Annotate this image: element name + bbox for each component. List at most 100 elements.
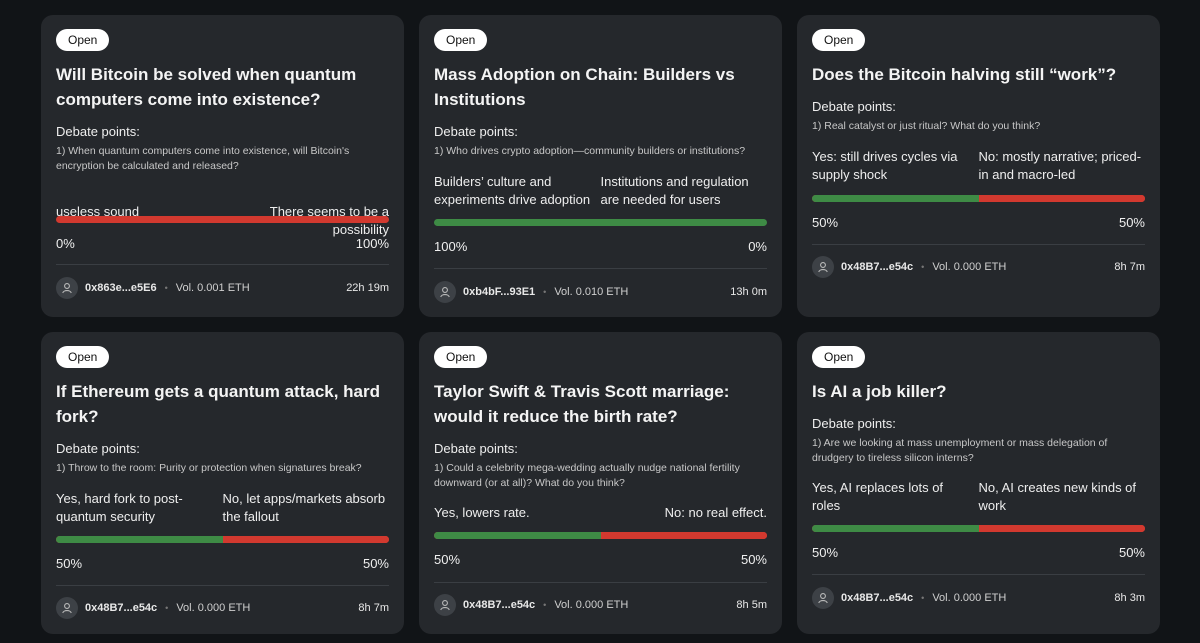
vote-options: Builders’ culture and experiments drive … xyxy=(434,173,767,209)
vote-percentages: 0% 100% xyxy=(56,236,389,251)
card-footer: 0x863e...e5E6 • Vol. 0.001 ETH 22h 19m xyxy=(56,277,389,299)
option-no[interactable]: There seems to be a possibility xyxy=(269,204,389,237)
debate-card[interactable]: Open Does the Bitcoin halving still “wor… xyxy=(797,15,1160,317)
volume: Vol. 0.000 ETH xyxy=(932,261,1007,273)
divider xyxy=(434,268,767,269)
vote-options: Yes: still drives cycles via supply shoc… xyxy=(812,148,1145,184)
author-address[interactable]: 0x48B7...e54c xyxy=(85,602,158,614)
yes-percent: 0% xyxy=(56,236,75,251)
option-no[interactable]: Institutions and regulation are needed f… xyxy=(600,174,749,207)
status-badge: Open xyxy=(434,29,488,51)
option-no[interactable]: No, let apps/markets absorb the fallout xyxy=(222,491,386,524)
author-address[interactable]: 0x48B7...e54c xyxy=(841,592,914,604)
vote-percentages: 50% 50% xyxy=(812,545,1145,560)
debate-points-label: Debate points: xyxy=(812,416,896,431)
card-footer: 0x48B7...e54c • Vol. 0.000 ETH 8h 7m xyxy=(812,256,1145,278)
card-title[interactable]: If Ethereum gets a quantum attack, hard … xyxy=(56,382,381,426)
author-address[interactable]: 0x863e...e5E6 xyxy=(85,282,157,294)
user-icon[interactable] xyxy=(56,277,78,299)
vote-options: Yes, hard fork to post-quantum security … xyxy=(56,490,389,526)
separator-dot: • xyxy=(543,600,547,610)
separator-dot: • xyxy=(543,287,547,297)
yes-percent: 100% xyxy=(434,239,468,254)
option-no[interactable]: No: mostly narrative; priced-in and macr… xyxy=(978,149,1142,182)
debate-card[interactable]: Open Is AI a job killer? Debate points: … xyxy=(797,332,1160,634)
debate-card[interactable]: Open If Ethereum gets a quantum attack, … xyxy=(41,332,404,634)
author-address[interactable]: 0x48B7...e54c xyxy=(841,261,914,273)
card-footer: 0x48B7...e54c • Vol. 0.000 ETH 8h 7m xyxy=(56,597,389,619)
time-left: 8h 7m xyxy=(358,602,389,614)
user-icon[interactable] xyxy=(434,594,456,616)
debate-points-text: 1) When quantum computers come into exis… xyxy=(56,145,350,172)
vote-bar-no xyxy=(222,536,389,543)
no-percent: 50% xyxy=(362,556,389,571)
user-icon[interactable] xyxy=(812,256,834,278)
volume: Vol. 0.010 ETH xyxy=(554,286,629,298)
vote-options: Yes, lowers rate. No: no real effect. xyxy=(434,504,767,522)
yes-percent: 50% xyxy=(812,545,839,560)
time-left: 8h 3m xyxy=(1114,592,1145,604)
status-badge: Open xyxy=(812,346,866,368)
debate-card[interactable]: Open Will Bitcoin be solved when quantum… xyxy=(41,15,404,317)
vote-percentages: 50% 50% xyxy=(434,552,767,567)
option-yes[interactable]: Yes: still drives cycles via supply shoc… xyxy=(812,149,958,182)
time-left: 8h 7m xyxy=(1114,261,1145,273)
debate-points-text: 1) Throw to the room: Purity or protecti… xyxy=(56,462,362,474)
time-left: 22h 19m xyxy=(346,282,389,294)
card-title[interactable]: Mass Adoption on Chain: Builders vs Inst… xyxy=(434,65,735,109)
debate-points-label: Debate points: xyxy=(434,124,518,139)
debate-points-text: 1) Are we looking at mass unemployment o… xyxy=(812,437,1108,464)
card-title[interactable]: Does the Bitcoin halving still “work”? xyxy=(812,65,1117,84)
option-yes[interactable]: Yes, AI replaces lots of roles xyxy=(812,480,944,513)
user-icon[interactable] xyxy=(56,597,78,619)
no-percent: 50% xyxy=(1118,545,1145,560)
option-yes[interactable]: Builders’ culture and experiments drive … xyxy=(434,174,591,207)
separator-dot: • xyxy=(164,283,168,293)
vote-percentages: 50% 50% xyxy=(812,215,1145,230)
yes-percent: 50% xyxy=(434,552,461,567)
debate-points-label: Debate points: xyxy=(812,99,896,114)
option-yes[interactable]: useless sound xyxy=(56,204,140,219)
debate-card[interactable]: Open Taylor Swift & Travis Scott marriag… xyxy=(419,332,782,634)
vote-bar xyxy=(812,195,1145,202)
vote-bar-yes xyxy=(434,532,601,539)
divider xyxy=(434,582,767,583)
status-badge: Open xyxy=(434,346,488,368)
yes-percent: 50% xyxy=(56,556,83,571)
time-left: 13h 0m xyxy=(730,286,767,298)
vote-bar-no xyxy=(56,216,389,223)
vote-bar-yes xyxy=(812,525,979,532)
user-icon[interactable] xyxy=(812,587,834,609)
vote-bar-no xyxy=(978,195,1145,202)
divider xyxy=(812,244,1145,245)
divider xyxy=(56,264,389,265)
volume: Vol. 0.000 ETH xyxy=(176,602,251,614)
vote-bar xyxy=(434,532,767,539)
option-no[interactable]: No, AI creates new kinds of work xyxy=(978,480,1137,513)
separator-dot: • xyxy=(921,593,925,603)
option-yes[interactable]: Yes, hard fork to post-quantum security xyxy=(56,491,183,524)
debate-card[interactable]: Open Mass Adoption on Chain: Builders vs… xyxy=(419,15,782,317)
vote-bar xyxy=(812,525,1145,532)
option-no[interactable]: No: no real effect. xyxy=(664,505,767,520)
debate-points-label: Debate points: xyxy=(434,441,518,456)
card-title[interactable]: Will Bitcoin be solved when quantum comp… xyxy=(56,65,357,109)
card-footer: 0xb4bF...93E1 • Vol. 0.010 ETH 13h 0m xyxy=(434,281,767,303)
no-percent: 0% xyxy=(748,239,767,254)
divider xyxy=(812,574,1145,575)
debate-points-label: Debate points: xyxy=(56,124,140,139)
vote-bar-yes xyxy=(434,219,767,226)
user-icon[interactable] xyxy=(434,281,456,303)
debate-points-text: 1) Real catalyst or just ritual? What do… xyxy=(812,120,1041,132)
no-percent: 50% xyxy=(1118,215,1145,230)
card-title[interactable]: Is AI a job killer? xyxy=(812,382,947,401)
author-address[interactable]: 0xb4bF...93E1 xyxy=(463,286,536,298)
no-percent: 100% xyxy=(355,236,389,251)
vote-bar-no xyxy=(978,525,1145,532)
option-yes[interactable]: Yes, lowers rate. xyxy=(434,505,530,520)
vote-bar xyxy=(56,216,389,223)
debate-points-label: Debate points: xyxy=(56,441,140,456)
divider xyxy=(56,585,389,586)
card-title[interactable]: Taylor Swift & Travis Scott marriage: wo… xyxy=(434,382,730,426)
author-address[interactable]: 0x48B7...e54c xyxy=(463,599,536,611)
